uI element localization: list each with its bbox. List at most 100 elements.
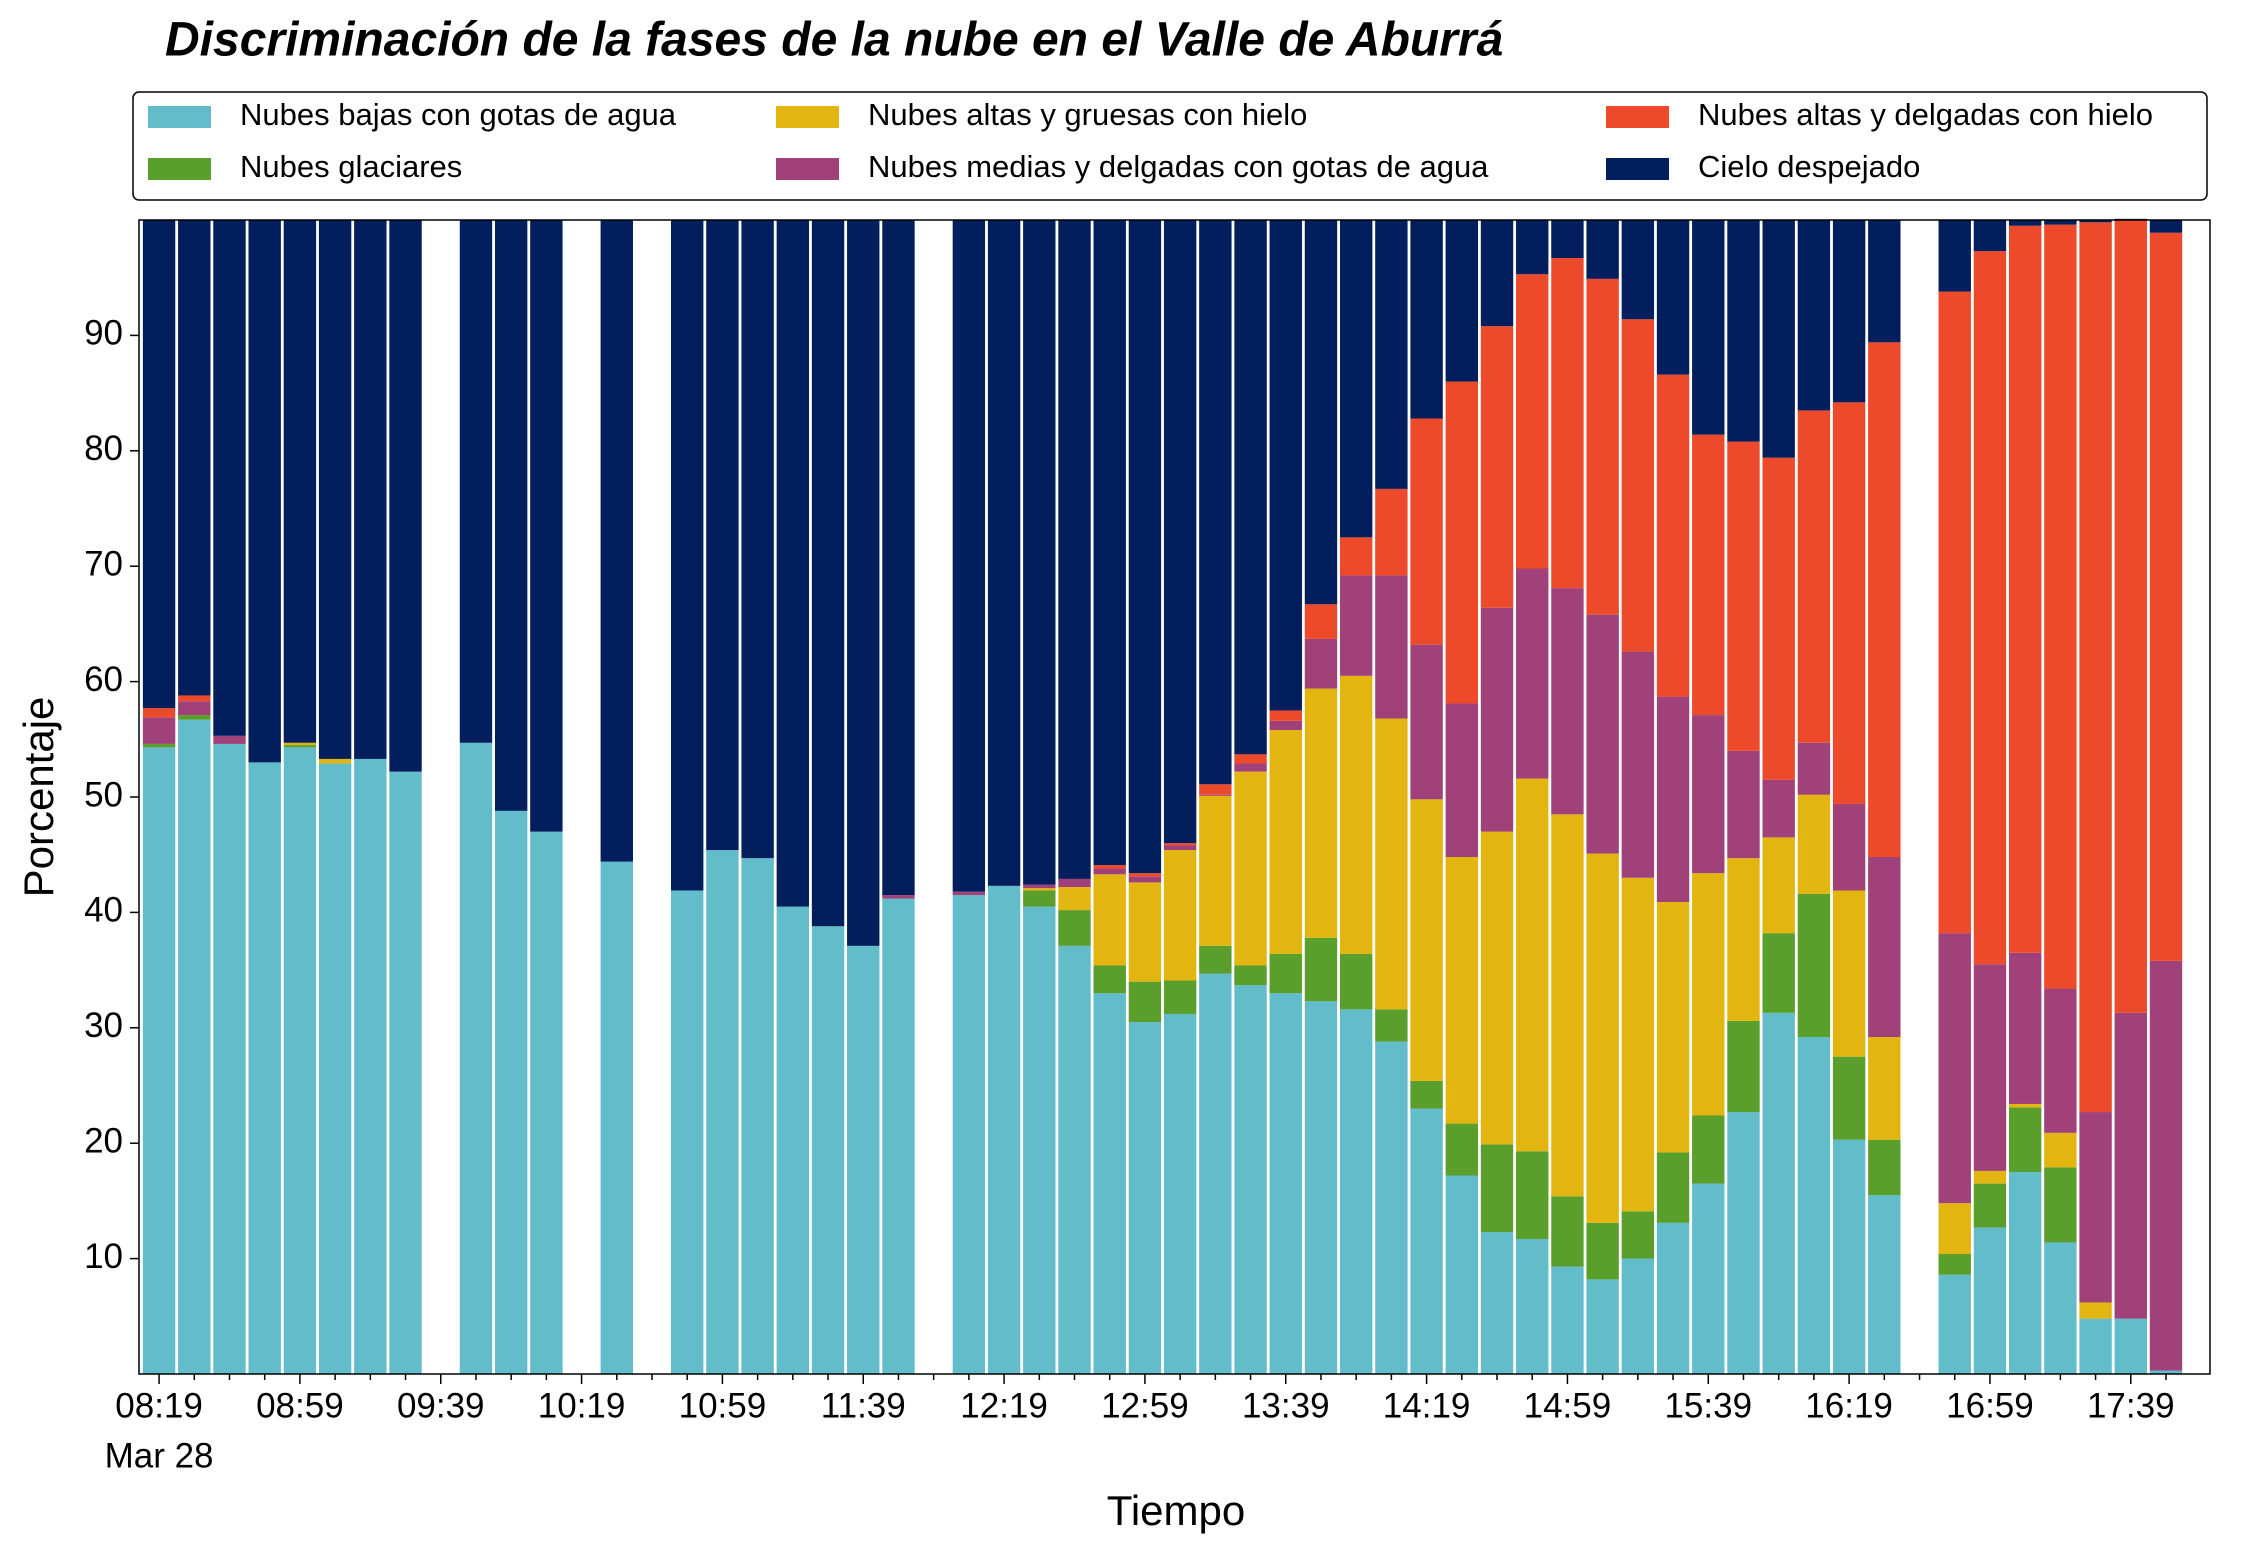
bar-segment xyxy=(600,861,633,1374)
legend-box xyxy=(132,91,2208,201)
bar-segment xyxy=(1973,220,2007,252)
bar-segment xyxy=(847,945,880,1374)
legend-label: Cielo despejado xyxy=(1698,149,1920,184)
bar-segment xyxy=(1410,644,1443,800)
bar-segment xyxy=(1656,902,1690,1153)
bar-segment xyxy=(1023,890,1056,907)
plot-frame xyxy=(138,219,2211,1375)
bar-segment xyxy=(1938,933,1971,1204)
bar-segment xyxy=(1269,993,1302,1374)
x-tick-label: 16:19 xyxy=(1805,1386,1893,1425)
bar-segment xyxy=(1832,803,1866,891)
bar-segment xyxy=(1692,434,1725,716)
bar-segment xyxy=(1163,843,1197,846)
bar-segment xyxy=(1093,993,1126,1374)
bar-segment xyxy=(1868,1037,1901,1140)
bar-segment xyxy=(2079,1302,2112,1319)
bar-segment xyxy=(952,220,986,892)
x-tick-label: 10:19 xyxy=(538,1386,626,1425)
bar-segment xyxy=(1797,220,1831,411)
bar-segment xyxy=(1938,1203,1971,1254)
bar-segment xyxy=(1269,220,1302,711)
bar-segment xyxy=(459,220,493,743)
bar-segment xyxy=(2079,1112,2112,1303)
bar-segment xyxy=(741,220,774,859)
bar-segment xyxy=(1410,799,1443,1081)
bar-segment xyxy=(1234,763,1267,772)
bar-segment xyxy=(1656,1222,1690,1374)
bar-segment xyxy=(1832,402,1866,804)
bar-segment xyxy=(952,891,986,896)
legend-swatch xyxy=(776,106,839,128)
bar-segment xyxy=(2044,988,2077,1133)
bar-segment xyxy=(2008,1172,2042,1374)
bar-segment xyxy=(1656,220,1690,375)
bar-segment xyxy=(178,715,211,720)
bar-segment xyxy=(1410,220,1443,419)
bar-segment xyxy=(1023,884,1056,889)
bar-segment xyxy=(1058,945,1091,1374)
bar-segment xyxy=(1621,877,1655,1212)
bar-segment xyxy=(847,220,880,946)
bar-segment xyxy=(354,220,387,759)
bar-segment xyxy=(318,220,352,759)
bar-segment xyxy=(494,810,528,1374)
bar-segment xyxy=(1797,410,1831,743)
bar-segment xyxy=(1832,220,1866,403)
bar-segment xyxy=(1621,1258,1655,1374)
bar-segment xyxy=(1304,220,1338,605)
bar-segment xyxy=(494,220,528,811)
bar-segment xyxy=(213,735,246,744)
bar-segment xyxy=(600,220,633,862)
bar-segment xyxy=(2044,224,2077,989)
bar-segment xyxy=(1445,220,1479,382)
bar-segment xyxy=(706,850,739,1374)
bar-segment xyxy=(1938,1274,1971,1374)
legend-swatch xyxy=(1606,158,1669,180)
bar-segment xyxy=(706,220,739,851)
bar-segment xyxy=(952,895,986,1374)
x-tick-label: 15:39 xyxy=(1664,1386,1752,1425)
bar-segment xyxy=(1762,1012,1795,1374)
bar-segment xyxy=(1973,1170,2007,1184)
bar-segment xyxy=(2114,1318,2147,1374)
bar-segment xyxy=(1234,771,1267,966)
bar-segment xyxy=(1938,291,1971,934)
bar-segment xyxy=(248,220,281,763)
bar-segment xyxy=(1304,688,1338,938)
bar-segment xyxy=(1199,784,1232,795)
bar-segment xyxy=(1410,418,1443,645)
bar-segment xyxy=(1339,220,1373,538)
bar-segment xyxy=(1163,850,1197,981)
bar-segment xyxy=(178,220,211,696)
bar-segment xyxy=(1832,1139,1866,1374)
bar-segment xyxy=(1727,1112,1760,1374)
bar-segment xyxy=(248,762,281,1374)
bar-segment xyxy=(1551,1196,1584,1267)
bar-segment xyxy=(1269,720,1302,731)
bar-segment xyxy=(1199,795,1232,946)
bar-segment xyxy=(1586,853,1619,1223)
bar-segment xyxy=(1973,964,2007,1171)
legend-label: Nubes glaciares xyxy=(240,149,462,184)
bar-segment xyxy=(1973,1227,2007,1374)
bar-segment xyxy=(1058,910,1091,946)
bar-segment xyxy=(1797,893,1831,1038)
bar-segment xyxy=(530,220,563,832)
bar-segment xyxy=(811,220,845,927)
x-tick-label: 14:59 xyxy=(1524,1386,1612,1425)
bar-segment xyxy=(1727,441,1760,751)
bar-segment xyxy=(1868,1139,1901,1196)
bar-segment xyxy=(1727,1020,1760,1113)
y-tick-label: 50 xyxy=(84,775,123,814)
bar-segment xyxy=(1445,381,1479,704)
legend-label: Nubes altas y delgadas con hielo xyxy=(1698,97,2153,132)
x-tick-label: 09:39 xyxy=(397,1386,485,1425)
bar-segment xyxy=(1762,933,1795,1013)
legend-swatch xyxy=(148,158,211,180)
bar-segment xyxy=(882,898,915,1374)
bar-segment xyxy=(1621,1211,1655,1259)
bar-segment xyxy=(1375,575,1408,719)
bar-segment xyxy=(2008,1103,2042,1108)
